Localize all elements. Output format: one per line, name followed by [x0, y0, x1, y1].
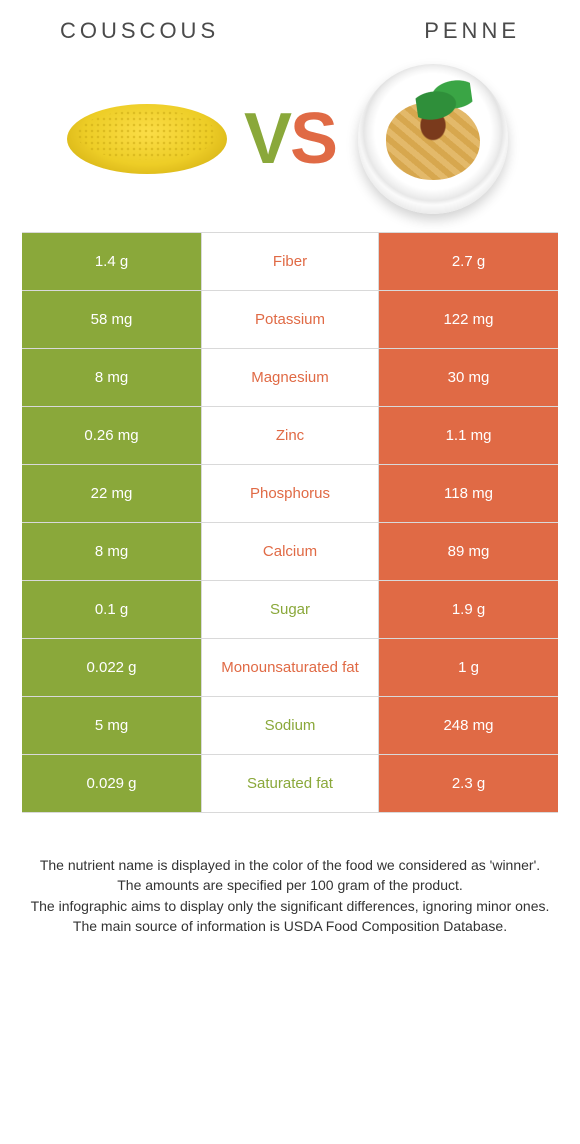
right-value: 1 g	[378, 639, 558, 696]
table-row: 0.26 mgZinc1.1 mg	[22, 407, 558, 465]
footnote-line: The nutrient name is displayed in the co…	[30, 855, 550, 875]
right-value: 2.7 g	[378, 233, 558, 290]
nutrient-label: Magnesium	[202, 349, 378, 406]
right-value: 30 mg	[378, 349, 558, 406]
nutrient-label: Saturated fat	[202, 755, 378, 812]
left-value: 58 mg	[22, 291, 202, 348]
nutrient-label: Phosphorus	[202, 465, 378, 522]
left-value: 22 mg	[22, 465, 202, 522]
table-row: 0.029 gSaturated fat2.3 g	[22, 755, 558, 813]
vs-v: V	[244, 99, 290, 179]
left-value: 0.26 mg	[22, 407, 202, 464]
right-value: 248 mg	[378, 697, 558, 754]
right-value: 2.3 g	[378, 755, 558, 812]
vs-label: VS	[244, 98, 336, 180]
nutrient-label: Zinc	[202, 407, 378, 464]
right-value: 1.1 mg	[378, 407, 558, 464]
table-row: 8 mgMagnesium30 mg	[22, 349, 558, 407]
nutrient-label: Fiber	[202, 233, 378, 290]
table-row: 58 mgPotassium122 mg	[22, 291, 558, 349]
nutrient-label: Calcium	[202, 523, 378, 580]
nutrient-label: Monounsaturated fat	[202, 639, 378, 696]
right-food-title: PENNE	[424, 18, 520, 44]
right-value: 1.9 g	[378, 581, 558, 638]
footnote-line: The amounts are specified per 100 gram o…	[30, 875, 550, 895]
vs-s: S	[290, 99, 336, 179]
table-row: 5 mgSodium248 mg	[22, 697, 558, 755]
left-value: 1.4 g	[22, 233, 202, 290]
footnote-line: The infographic aims to display only the…	[30, 896, 550, 916]
penne-image	[348, 74, 518, 204]
left-value: 0.029 g	[22, 755, 202, 812]
table-row: 1.4 gFiber2.7 g	[22, 233, 558, 291]
left-value: 8 mg	[22, 349, 202, 406]
left-food-title: COUSCOUS	[60, 18, 219, 44]
table-row: 0.022 gMonounsaturated fat1 g	[22, 639, 558, 697]
couscous-icon	[67, 104, 227, 174]
right-value: 122 mg	[378, 291, 558, 348]
nutrient-label: Sodium	[202, 697, 378, 754]
header: COUSCOUS PENNE	[0, 0, 580, 44]
nutrient-label: Potassium	[202, 291, 378, 348]
table-row: 8 mgCalcium89 mg	[22, 523, 558, 581]
footnotes: The nutrient name is displayed in the co…	[0, 855, 580, 936]
footnote-line: The main source of information is USDA F…	[30, 916, 550, 936]
right-value: 118 mg	[378, 465, 558, 522]
couscous-image	[62, 74, 232, 204]
table-row: 22 mgPhosphorus118 mg	[22, 465, 558, 523]
comparison-hero: VS	[0, 74, 580, 204]
right-value: 89 mg	[378, 523, 558, 580]
left-value: 0.022 g	[22, 639, 202, 696]
nutrient-label: Sugar	[202, 581, 378, 638]
left-value: 5 mg	[22, 697, 202, 754]
table-row: 0.1 gSugar1.9 g	[22, 581, 558, 639]
left-value: 8 mg	[22, 523, 202, 580]
nutrient-table: 1.4 gFiber2.7 g58 mgPotassium122 mg8 mgM…	[22, 232, 558, 813]
penne-plate-icon	[358, 64, 508, 214]
left-value: 0.1 g	[22, 581, 202, 638]
